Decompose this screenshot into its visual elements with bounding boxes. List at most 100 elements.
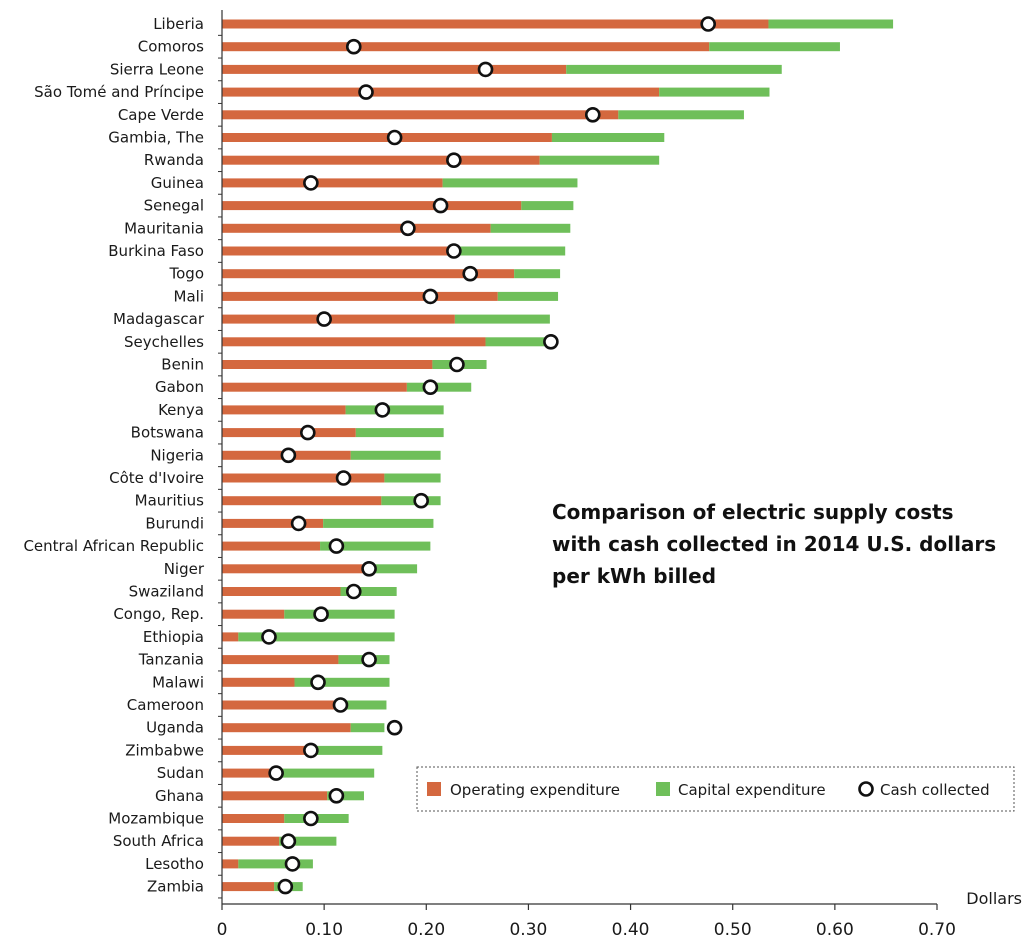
bar-capital-south-africa <box>279 836 337 846</box>
marker-cash-south-africa <box>280 833 297 850</box>
legend: Operating expenditure Capital expenditur… <box>416 766 1015 812</box>
x-tick-label: 0.70 <box>918 920 956 940</box>
bar-capital-ethiopia <box>238 632 395 642</box>
category-label-lesotho: Lesotho <box>145 855 204 873</box>
legend-label-operating: Operating expenditure <box>450 781 620 799</box>
x-tick-label: 0.60 <box>816 920 854 940</box>
bar-operating-uganda <box>222 723 351 733</box>
bar-operating-ghana <box>222 791 328 801</box>
cash-markers-layer <box>261 16 717 895</box>
bar-capital-burundi <box>323 518 434 528</box>
bar-capital-kenya <box>345 405 444 415</box>
marker-cash-nigeria <box>280 447 297 464</box>
legend-label-capital: Capital expenditure <box>678 781 826 799</box>
legend-label-cash: Cash collected <box>880 781 990 799</box>
category-label-zambia: Zambia <box>147 878 204 896</box>
bar-capital-senegal <box>521 201 574 211</box>
bar-operating-benin <box>222 360 433 369</box>
category-label-seychelles: Seychelles <box>124 333 204 351</box>
bar-capital-nigeria <box>350 450 441 460</box>
bar-capital-seychelles <box>485 337 551 347</box>
bar-capital-lesotho <box>238 859 313 869</box>
category-label-botswana: Botswana <box>131 424 204 442</box>
bar-operating-mauritania <box>222 223 491 233</box>
bar-operating-south-africa <box>222 836 280 846</box>
marker-cash-malawi <box>310 674 326 691</box>
category-label-tanzania: Tanzania <box>138 651 204 669</box>
x-axis-title: Dollars <box>966 889 1022 908</box>
category-label-mauritania: Mauritania <box>124 219 204 237</box>
bar-capital-swaziland <box>340 587 397 596</box>
marker-cash-togo <box>462 265 479 282</box>
category-label-zimbabwe: Zimbabwe <box>125 741 204 759</box>
x-axis: 0 0.10 0.20 0.30 0.40 0.50 0.60 0.70 <box>217 10 956 940</box>
chart-title-line-1: Comparison of electric supply costs <box>552 500 954 524</box>
category-label-rwanda: Rwanda <box>144 151 204 169</box>
bar-operating-rwanda <box>222 155 540 165</box>
bar-operating-central-african-republic <box>222 541 321 551</box>
category-label-south-africa: South Africa <box>113 832 204 850</box>
bar-capital-congo-rep <box>284 609 395 619</box>
bar-capital-mali <box>497 291 559 301</box>
marker-cash-ethiopia <box>261 629 277 645</box>
marker-cash-benin <box>449 356 465 373</box>
bar-capital-togo <box>514 269 561 279</box>
bar-capital-mauritius <box>381 496 441 506</box>
marker-cash-gambia-the <box>386 129 403 146</box>
marker-cash-rwanda <box>446 152 462 168</box>
bar-operating-comoros <box>222 42 710 52</box>
category-label-senegal: Senegal <box>144 197 204 215</box>
bar-operating-liberia <box>222 19 769 29</box>
marker-cash-seychelles <box>543 333 559 350</box>
bar-operating-burkina-faso <box>222 246 456 256</box>
legend-swatch-capital <box>656 782 670 796</box>
category-label-burkina-faso: Burkina Faso <box>108 242 204 260</box>
bar-operating-togo <box>222 269 515 279</box>
bar-capital-madagascar <box>454 314 550 324</box>
bar-operating-lesotho <box>222 859 239 869</box>
bar-operating-tanzania <box>222 655 339 665</box>
category-label-gabon: Gabon <box>155 378 204 396</box>
category-label-sierra-leone: Sierra Leone <box>110 60 204 78</box>
legend-marker-cash <box>858 781 874 797</box>
category-label-burundi: Burundi <box>145 514 204 532</box>
marker-cash-cape-verde <box>584 107 601 123</box>
bar-capital-botswana <box>355 428 444 438</box>
marker-cash-comoros <box>345 38 362 55</box>
bar-capital-burkina-faso <box>455 246 566 256</box>
bar-operating-mozambique <box>222 814 285 823</box>
legend-box <box>416 766 1015 812</box>
x-tick-label: 0 <box>217 920 228 940</box>
marker-cash-niger <box>361 560 377 577</box>
bar-capital-liberia <box>768 19 894 29</box>
marker-cash-guinea <box>303 175 319 191</box>
category-label-liberia: Liberia <box>153 15 204 33</box>
category-label-nigeria: Nigeria <box>150 446 204 464</box>
category-label-benin: Benin <box>161 356 204 374</box>
bar-operating-burundi <box>222 518 324 528</box>
marker-cash-swaziland <box>345 583 362 600</box>
x-tick-label: 0.20 <box>407 920 445 940</box>
bar-operating-cameroon <box>222 700 346 710</box>
bar-capital-sao-tome-and-principe <box>659 87 770 97</box>
bar-capital-mauritania <box>490 223 571 233</box>
category-label-kenya: Kenya <box>158 401 204 419</box>
marker-cash-ghana <box>328 787 345 804</box>
marker-cash-zambia <box>277 878 294 895</box>
marker-cash-zimbabwe <box>303 742 319 759</box>
legend-swatch-operating <box>427 782 441 796</box>
marker-cash-botswana <box>299 424 316 441</box>
bar-operating-zimbabwe <box>222 745 312 755</box>
bar-operating-madagascar <box>222 314 455 324</box>
marker-cash-burundi <box>290 515 307 532</box>
bar-operating-ethiopia <box>222 632 239 642</box>
bar-operating-malawi <box>222 677 295 687</box>
category-label-sao-tome-and-principe: São Tomé and Príncipe <box>34 83 204 101</box>
marker-cash-mali <box>422 288 439 305</box>
bar-capital-malawi <box>294 677 390 687</box>
bar-operating-cape-verde <box>222 110 619 120</box>
marker-cash-mauritania <box>400 220 416 237</box>
bar-capital-sudan <box>274 768 375 778</box>
bar-operating-mali <box>222 291 498 301</box>
